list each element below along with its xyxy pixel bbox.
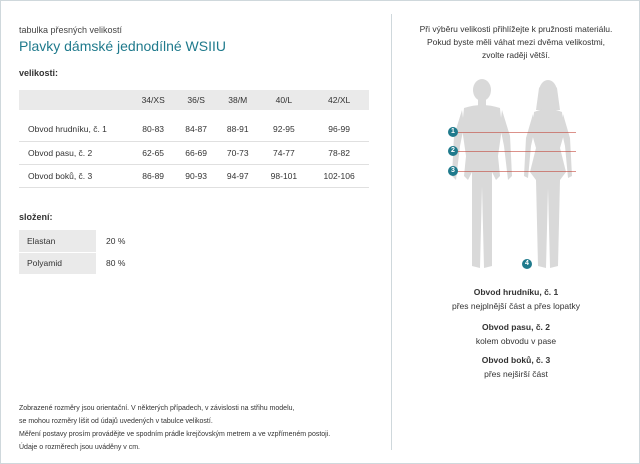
material-share: 20 % [96,230,156,253]
male-silhouette [452,79,512,268]
size-column-header [19,90,131,110]
composition-table: Elastan 20 % Polyamid 80 % [19,230,156,275]
marker-1-icon: 1 [448,127,458,137]
size-column-header: 34/XS [131,90,176,110]
row-label: Obvod hrudníku, č. 1 [19,118,131,142]
table-cell: 80-83 [131,118,176,142]
table-cell: 98-101 [258,164,310,188]
table-row: Elastan 20 % [19,230,156,253]
size-advice: Při výběru velikosti přihlížejte k pružn… [392,23,640,62]
table-cell: 102-106 [309,164,369,188]
advice-line: zvolte raději větší. [481,50,551,60]
body-figures-illustration: 1 2 3 4 [442,76,590,276]
female-silhouette [524,80,572,268]
legend-chest: Obvod hrudníku, č. 1 přes nejplnější čás… [392,287,640,311]
table-cell: 66-69 [175,141,217,165]
row-label: Obvod pasu, č. 2 [19,141,131,165]
table-cell: 92-95 [258,118,310,142]
page-title: Plavky dámské jednodílné WSIIU [19,38,226,54]
table-cell: 84-87 [175,118,217,142]
note-line: Zobrazené rozměry jsou orientační. V něk… [19,405,295,412]
size-table-header: 34/XS 36/S 38/M 40/L 42/XL [19,90,369,110]
table-cell: 62-65 [131,141,176,165]
size-column-header: 36/S [175,90,217,110]
body-silhouettes [452,79,572,268]
waist-measure-line [456,151,576,152]
legend-title: Obvod pasu, č. 2 [481,322,551,332]
note-line: Údaje o rozměrech jsou uváděny v cm. [19,444,140,451]
size-column-header: 42/XL [309,90,369,110]
table-cell: 88-91 [216,118,259,142]
table-row: Obvod boků, č. 3 86-89 90-93 94-97 98-10… [19,164,369,188]
table-cell: 74-77 [258,141,310,165]
table-cell: 70-73 [216,141,259,165]
material-share: 80 % [96,252,156,275]
marker-2-icon: 2 [448,146,458,156]
table-cell: 90-93 [175,164,217,188]
legend-description: přes nejplnější část a přes lopatky [451,301,581,311]
table-row: Obvod hrudníku, č. 1 80-83 84-87 88-91 9… [19,118,369,142]
chest-measure-line [456,132,576,133]
marker-4-icon: 4 [522,259,532,269]
size-notes: Zobrazené rozměry jsou orientační. V něk… [19,402,330,454]
size-table: 34/XS 36/S 38/M 40/L 42/XL Obvod hrudník… [19,90,369,188]
table-cell: 94-97 [216,164,259,188]
hip-measure-line [456,171,576,172]
size-chart-panel: tabulka přesných velikostí Plavky dámské… [19,0,379,464]
legend-hips: Obvod boků, č. 3 přes nejširší část [392,355,640,379]
table-cell: 78-82 [309,141,369,165]
advice-line: Pokud byste měli váhat mezi dvěma veliko… [426,37,606,47]
note-line: se mohou rozměry lišit od údajů uvedenýc… [19,418,213,425]
table-cell: 86-89 [131,164,176,188]
row-label: Obvod boků, č. 3 [19,164,131,188]
table-cell: 96-99 [309,118,369,142]
legend-title: Obvod hrudníku, č. 1 [473,287,559,297]
table-row: Obvod pasu, č. 2 62-65 66-69 70-73 74-77… [19,141,369,165]
size-column-header: 40/L [258,90,310,110]
advice-line: Při výběru velikosti přihlížejte k pružn… [419,24,613,34]
legend-waist: Obvod pasu, č. 2 kolem obvodu v pase [392,322,640,346]
legend-description: přes nejširší část [484,369,548,379]
sizes-label: velikosti: [19,68,59,78]
material-name: Polyamid [19,252,96,275]
measurement-guide-panel: Při výběru velikosti přihlížejte k pružn… [392,0,640,464]
note-line: Měření postavy prosím provádějte ve spod… [19,431,331,438]
material-name: Elastan [19,230,96,253]
composition-label: složení: [19,212,53,222]
table-row: Polyamid 80 % [19,252,156,275]
legend-description: kolem obvodu v pase [475,336,557,346]
size-column-header: 38/M [216,90,259,110]
page-subtitle: tabulka přesných velikostí [19,25,123,35]
column-divider [391,14,392,450]
marker-3-icon: 3 [448,166,458,176]
legend-title: Obvod boků, č. 3 [481,355,551,365]
